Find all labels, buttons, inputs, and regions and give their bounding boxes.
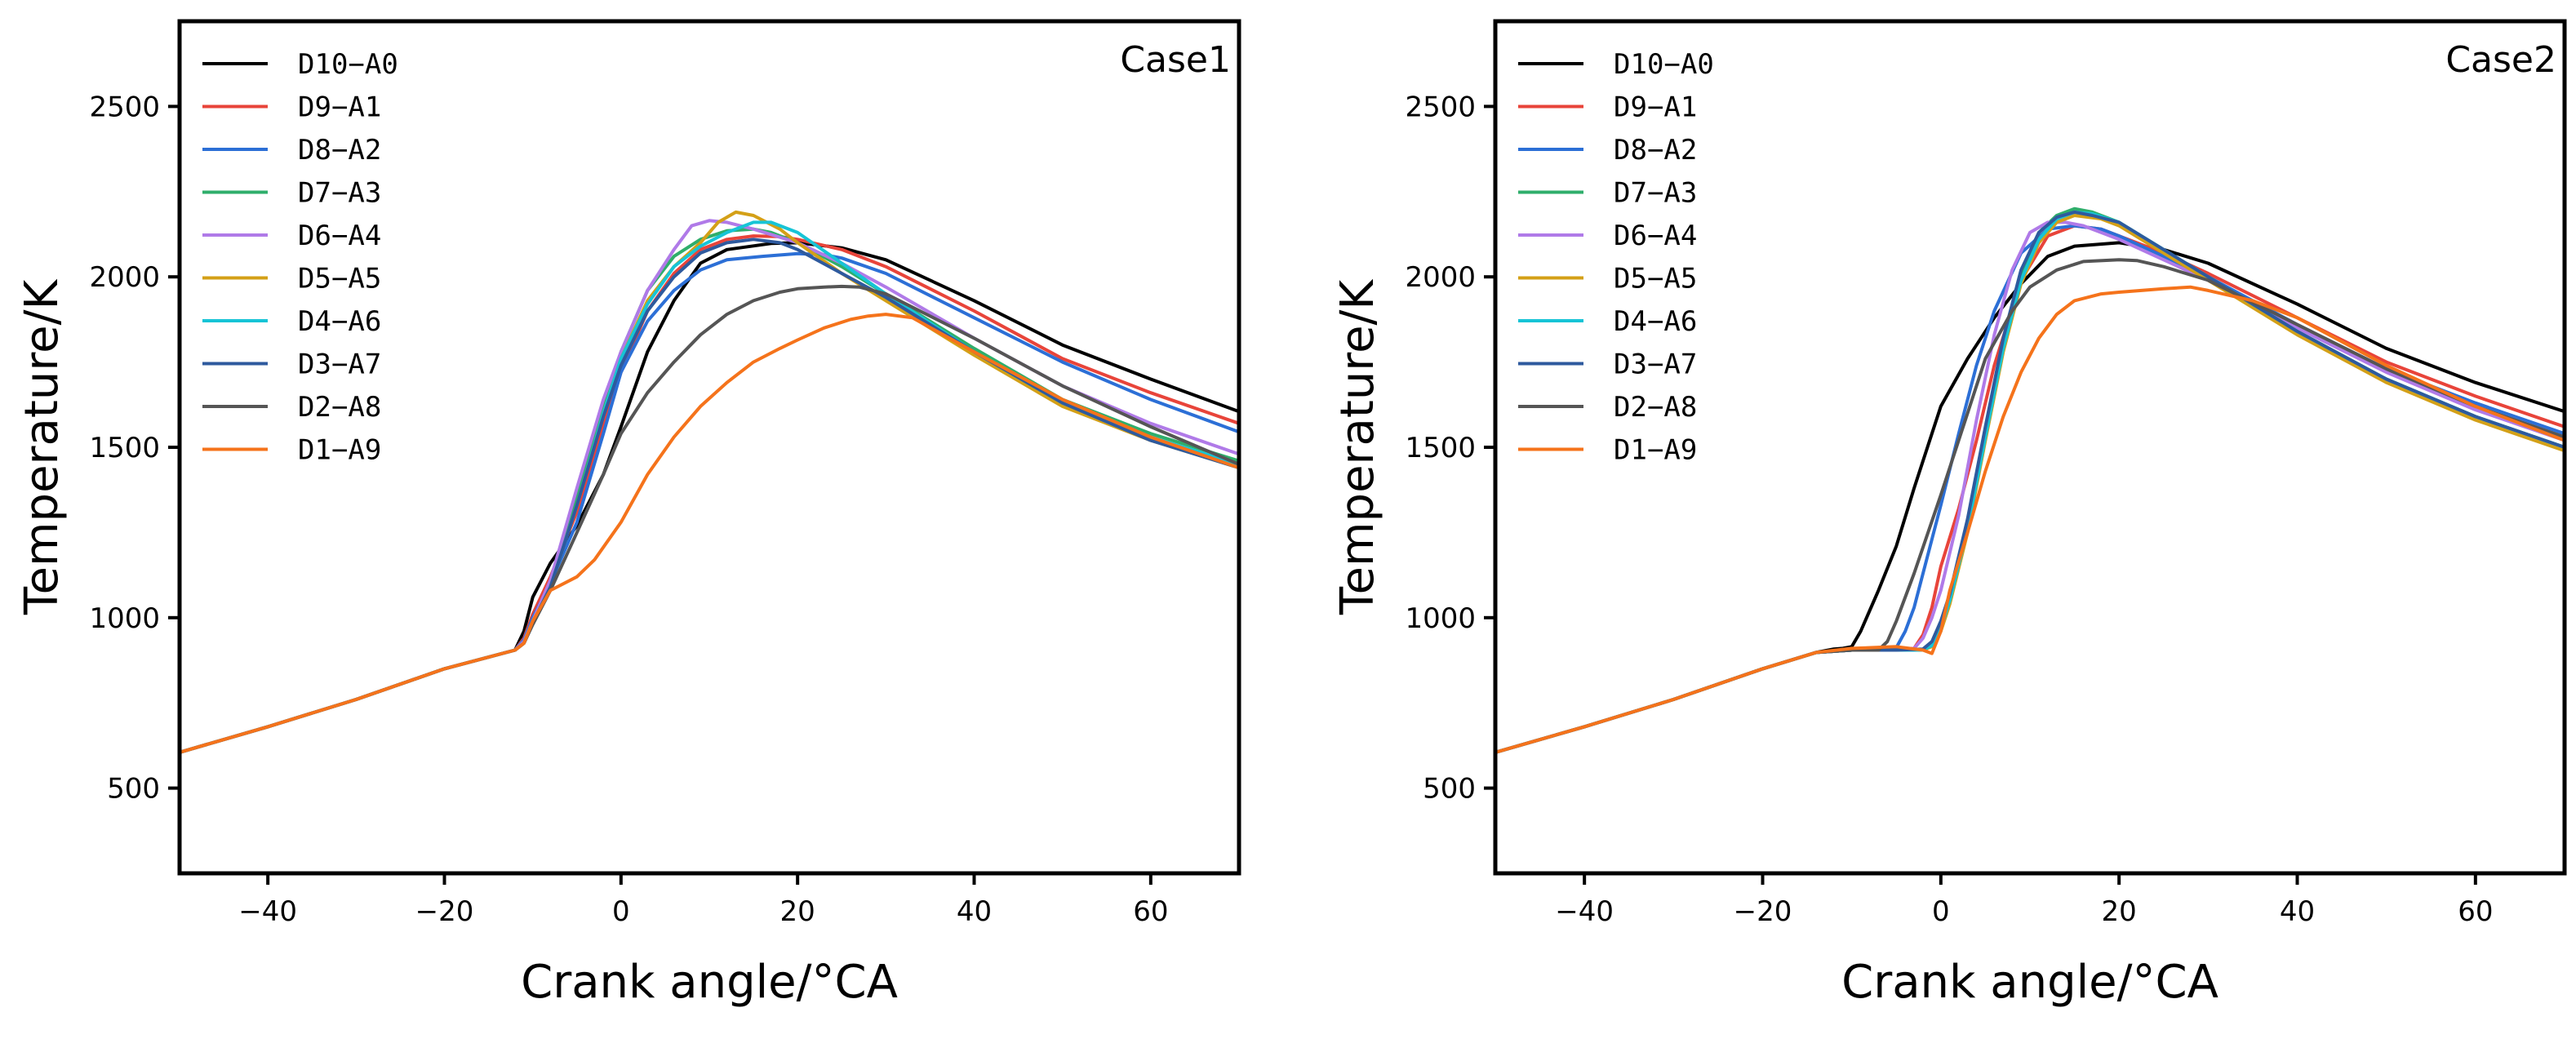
legend-label: D8−A2 xyxy=(1614,134,1697,167)
legend-label: D2−A8 xyxy=(298,391,381,424)
legend-label: D9−A1 xyxy=(1614,91,1697,124)
x-tick-label: 60 xyxy=(1133,895,1168,928)
x-tick-label: −20 xyxy=(1734,895,1792,928)
x-tick-label: 40 xyxy=(957,895,992,928)
y-axis-title: Temperature/K xyxy=(16,279,69,616)
y-tick-label: 1500 xyxy=(1405,432,1476,464)
legend-label: D3−A7 xyxy=(1614,349,1697,381)
legend-label: D1−A9 xyxy=(1614,434,1697,467)
legend-label: D8−A2 xyxy=(298,134,381,167)
legend-label: D3−A7 xyxy=(298,349,381,381)
series-lines xyxy=(1495,206,2565,754)
series-line-d4-a6 xyxy=(180,220,1239,754)
y-tick-label: 500 xyxy=(1423,773,1476,806)
series-lines xyxy=(180,210,1239,754)
y-axis-title: Temperature/K xyxy=(1331,279,1384,616)
legend-label: D5−A5 xyxy=(1614,263,1697,295)
legend-label: D5−A5 xyxy=(298,263,381,295)
series-line-d1-a9 xyxy=(1495,285,2565,754)
y-tick-label: 2000 xyxy=(89,261,160,294)
panel-case2: −40 −20 0 20 40 60 500 1000 1500 2000 2500 Crank an… xyxy=(1331,19,2567,1009)
panel-case1: −40 −20 0 20 40 60 500 1000 1500 2000 2500 Crank an… xyxy=(16,19,1241,1009)
x-tick-label: −20 xyxy=(415,895,474,928)
legend: D10−A0 D9−A1 D8−A2 D7−A3 D6−A4 D5−A5 D4−A6 D3−A… xyxy=(1518,48,1714,467)
x-tick-label: 20 xyxy=(2102,895,2137,928)
legend-label: D6−A4 xyxy=(1614,220,1697,252)
y-tick-label: 2500 xyxy=(1405,91,1476,123)
panel-label: Case1 xyxy=(1120,39,1231,81)
y-tick-label: 500 xyxy=(107,773,160,806)
panel-label: Case2 xyxy=(2445,39,2556,81)
x-axis-title: Crank angle/°CA xyxy=(521,956,898,1009)
y-tick-label: 1500 xyxy=(89,432,160,464)
y-tick-label: 2500 xyxy=(89,91,160,123)
legend-label: D10−A0 xyxy=(298,48,398,81)
legend-label: D9−A1 xyxy=(298,91,381,124)
legend-label: D6−A4 xyxy=(298,220,381,252)
legend: D10−A0 D9−A1 D8−A2 D7−A3 D6−A4 D5−A5 D4−A6 D3−A… xyxy=(202,48,398,467)
x-tick-label: −40 xyxy=(1555,895,1614,928)
legend-label: D2−A8 xyxy=(1614,391,1697,424)
y-tick-label: 2000 xyxy=(1405,261,1476,294)
x-tick-label: 20 xyxy=(780,895,815,928)
legend-label: D4−A6 xyxy=(298,305,381,338)
y-tick-label: 1000 xyxy=(89,602,160,635)
legend-label: D7−A3 xyxy=(1614,177,1697,210)
x-tick-label: 0 xyxy=(612,895,630,928)
legend-label: D4−A6 xyxy=(1614,305,1697,338)
x-axis-title: Crank angle/°CA xyxy=(1841,956,2218,1009)
series-line-d6-a4 xyxy=(180,219,1239,754)
series-line-d1-a9 xyxy=(180,313,1239,754)
x-tick-label: 0 xyxy=(1932,895,1950,928)
x-tick-label: 60 xyxy=(2458,895,2493,928)
x-tick-label: −40 xyxy=(238,895,297,928)
y-tick-label: 1000 xyxy=(1405,602,1476,635)
x-tick-label: 40 xyxy=(2280,895,2315,928)
series-line-d6-a4 xyxy=(1495,220,2565,754)
legend-label: D7−A3 xyxy=(298,177,381,210)
series-line-d5-a5 xyxy=(1495,214,2565,754)
legend-label: D1−A9 xyxy=(298,434,381,467)
legend-label: D10−A0 xyxy=(1614,48,1714,81)
